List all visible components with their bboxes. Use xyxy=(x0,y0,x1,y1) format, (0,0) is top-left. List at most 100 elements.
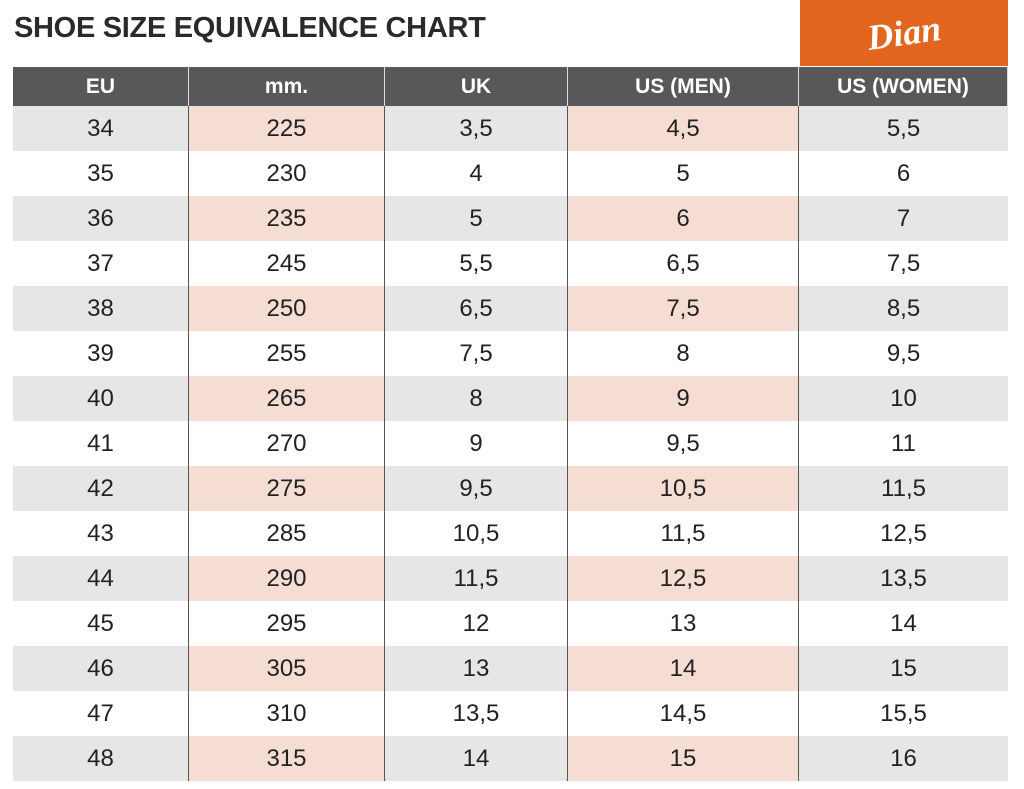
table-cell: 245 xyxy=(189,241,385,286)
table-cell: 4,5 xyxy=(568,106,799,151)
table-cell: 7,5 xyxy=(568,286,799,331)
table-row: 38 250 6,5 7,5 8,5 xyxy=(13,286,1008,331)
table-cell: 11,5 xyxy=(799,466,1008,511)
table-cell: 6 xyxy=(568,196,799,241)
table-cell: 14 xyxy=(385,736,568,781)
table-row: 35 230 4 5 6 xyxy=(13,151,1008,196)
table-cell: 15 xyxy=(799,646,1008,691)
table-cell: 44 xyxy=(13,556,189,601)
table-cell: 12,5 xyxy=(880,519,927,547)
table-row: 36 235 5 6 7 xyxy=(13,196,1008,241)
table-cell: 10 xyxy=(799,376,1008,421)
title: SHOE SIZE EQUIVALENCE CHART xyxy=(14,12,486,44)
table-cell: 315 xyxy=(189,736,385,781)
table-row: 34 225 3,5 4,5 5,5 xyxy=(13,106,1008,151)
table-cell: 4 xyxy=(385,151,568,196)
column-header: US (WOMEN) xyxy=(799,67,1008,106)
table-cell: 41 xyxy=(13,421,189,466)
table-cell: 13 xyxy=(385,646,568,691)
header-row: EU mm. UK US (MEN) US (WOMEN) xyxy=(13,67,1008,106)
table-cell: 5,5 xyxy=(385,241,568,286)
table-cell: 7 xyxy=(799,196,1008,241)
table-cell: 8,5 xyxy=(799,286,1008,331)
table-cell: 305 xyxy=(189,646,385,691)
table-row: 48 315 14 15 16 xyxy=(13,736,1008,781)
table-cell: 10,5 xyxy=(568,466,799,511)
table-cell: 9,5 xyxy=(385,466,568,511)
table-cell: 15 xyxy=(568,736,799,781)
column-header: UK xyxy=(385,67,568,106)
table-cell: 8 xyxy=(568,331,799,376)
table-cell: 38 xyxy=(13,286,189,331)
table-cell: 235 xyxy=(189,196,385,241)
table-cell: 43 xyxy=(13,511,189,556)
table-row: 44 290 11,5 12,5 13,5 xyxy=(13,556,1008,601)
table-cell: 9,5 xyxy=(886,339,921,367)
logo-text: Dian xyxy=(864,8,944,58)
table-cell: 7,5 xyxy=(385,331,568,376)
table-cell: 285 xyxy=(189,511,385,556)
table-cell: 270 xyxy=(189,421,385,466)
table-cell: 9,5 xyxy=(568,421,799,466)
table-cell: 230 xyxy=(189,151,385,196)
table-cell: 9 xyxy=(385,421,568,466)
table-cell: 6 xyxy=(896,159,911,187)
table-row: 40 265 8 9 10 xyxy=(13,376,1008,421)
table-cell: 35 xyxy=(13,151,189,196)
table-cell: 13,5 xyxy=(385,691,568,736)
table-row: 39 255 7,5 8 9,5 xyxy=(13,331,1008,376)
table-row: 41 270 9 9,5 11 xyxy=(13,421,1008,466)
table-cell: 48 xyxy=(13,736,189,781)
table-cell: 6,5 xyxy=(385,286,568,331)
table-cell: 34 xyxy=(13,106,189,151)
column-header: EU xyxy=(13,67,189,106)
table-cell: 310 xyxy=(189,691,385,736)
table-cell: 265 xyxy=(189,376,385,421)
table-cell: 275 xyxy=(189,466,385,511)
table-cell: 47 xyxy=(13,691,189,736)
table-cell: 14,5 xyxy=(568,691,799,736)
table-cell: 11 xyxy=(891,429,916,457)
table-cell: 13,5 xyxy=(799,556,1008,601)
table-row: 45 295 12 13 14 xyxy=(13,601,1008,646)
table-cell: 7,5 xyxy=(886,249,921,277)
table-cell: 295 xyxy=(189,601,385,646)
table-cell: 255 xyxy=(189,331,385,376)
table-cell: 13 xyxy=(568,601,799,646)
table-cell: 36 xyxy=(13,196,189,241)
table-cell: 9 xyxy=(568,376,799,421)
table-cell: 45 xyxy=(13,601,189,646)
table-cell: 11,5 xyxy=(385,556,568,601)
logo: Dian xyxy=(800,0,1008,66)
table-cell: 5,5 xyxy=(799,106,1008,151)
table-cell: 40 xyxy=(13,376,189,421)
table-cell: 12 xyxy=(385,601,568,646)
table-cell: 46 xyxy=(13,646,189,691)
table-cell: 14 xyxy=(568,646,799,691)
table-row: 47 310 13,5 14,5 15,5 xyxy=(13,691,1008,736)
table-cell: 39 xyxy=(13,331,189,376)
table-cell: 290 xyxy=(189,556,385,601)
table-cell: 5 xyxy=(385,196,568,241)
table-row: 46 305 13 14 15 xyxy=(13,646,1008,691)
table-cell: 42 xyxy=(13,466,189,511)
table-cell: 3,5 xyxy=(385,106,568,151)
table-row: 42 275 9,5 10,5 11,5 xyxy=(13,466,1008,511)
table-cell: 12,5 xyxy=(568,556,799,601)
table-cell: 5 xyxy=(568,151,799,196)
table-cell: 8 xyxy=(385,376,568,421)
table-cell: 225 xyxy=(189,106,385,151)
table-row: 37 245 5,5 6,5 7,5 xyxy=(13,241,1008,286)
column-header: mm. xyxy=(189,67,385,106)
table-cell: 250 xyxy=(189,286,385,331)
table-cell: 10,5 xyxy=(385,511,568,556)
table-cell: 14 xyxy=(890,609,917,637)
table-row: 43 285 10,5 11,5 12,5 xyxy=(13,511,1008,556)
table-cell: 15,5 xyxy=(880,699,927,727)
table-cell: 16 xyxy=(799,736,1008,781)
table-cell: 6,5 xyxy=(568,241,799,286)
size-table: EU mm. UK US (MEN) US (WOMEN) 34 225 3,5 4,5 5,5 3… xyxy=(13,67,1008,781)
table-cell: 37 xyxy=(13,241,189,286)
table-cell: 11,5 xyxy=(568,511,799,556)
